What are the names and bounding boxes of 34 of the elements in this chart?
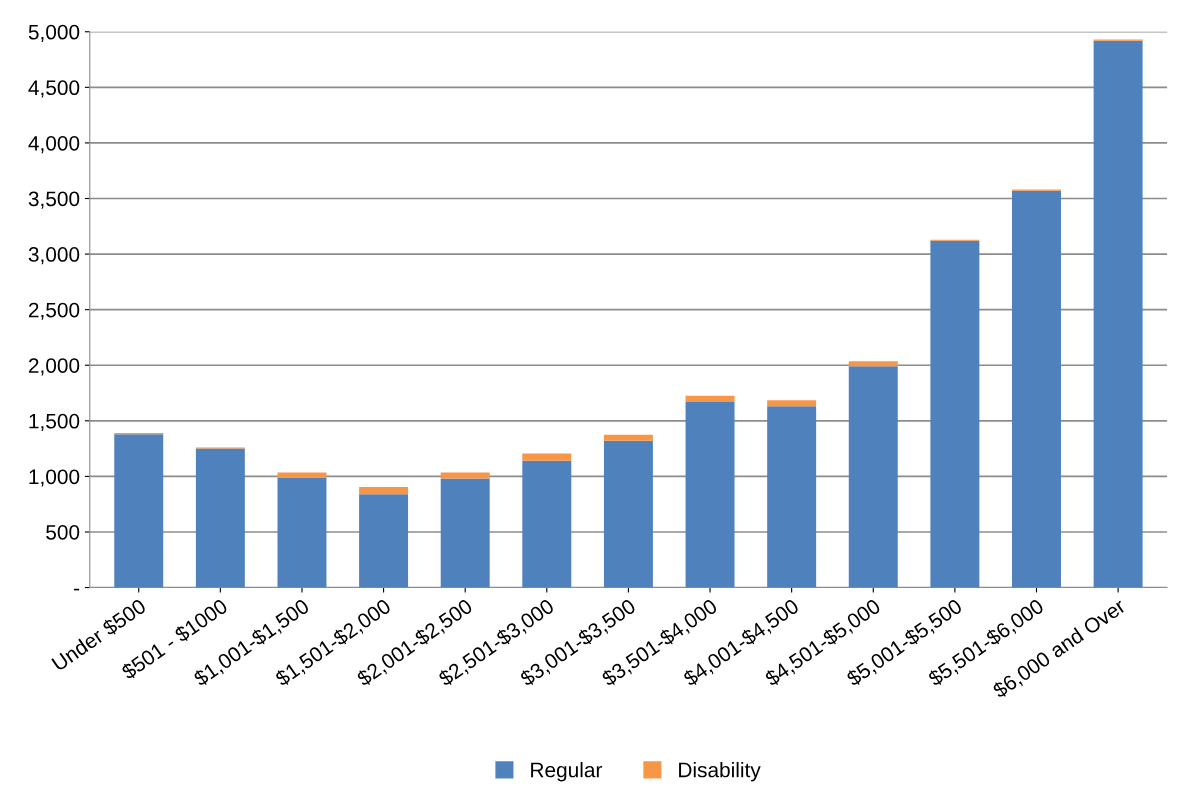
bar xyxy=(685,395,735,402)
bar xyxy=(848,361,898,367)
bar xyxy=(440,478,490,588)
bar xyxy=(1012,190,1061,588)
bar xyxy=(603,434,653,441)
bar xyxy=(359,494,409,588)
y-tick-label: 2,500 xyxy=(28,302,80,320)
bar xyxy=(848,366,898,588)
bar xyxy=(277,477,327,588)
legend-label: Regular xyxy=(531,762,603,782)
bar xyxy=(685,401,735,588)
bar xyxy=(522,453,572,461)
y-tick-label: 4,500 xyxy=(28,80,80,98)
bar xyxy=(767,406,817,588)
bar xyxy=(930,240,980,588)
bar xyxy=(522,460,572,588)
y-tick-label: 3,000 xyxy=(28,247,80,265)
bar xyxy=(767,400,817,407)
y-tick-label: 4,000 xyxy=(28,135,80,154)
bar xyxy=(1093,40,1143,588)
y-tick-label: 5,000 xyxy=(28,24,80,42)
bar xyxy=(277,472,327,478)
y-tick-label: 500 xyxy=(46,524,80,540)
y-tick-label: 2,000 xyxy=(28,358,80,376)
legend-label: Disability xyxy=(679,762,761,782)
y-tick-label: 1,500 xyxy=(29,413,80,432)
bar xyxy=(359,486,409,495)
bar xyxy=(440,472,490,479)
bar xyxy=(603,440,653,588)
y-tick-label: 1,000 xyxy=(29,469,80,487)
y-tick-label: - xyxy=(74,588,80,591)
bar xyxy=(195,448,245,588)
bar xyxy=(114,434,164,588)
y-tick-label: 3,500 xyxy=(28,191,80,209)
